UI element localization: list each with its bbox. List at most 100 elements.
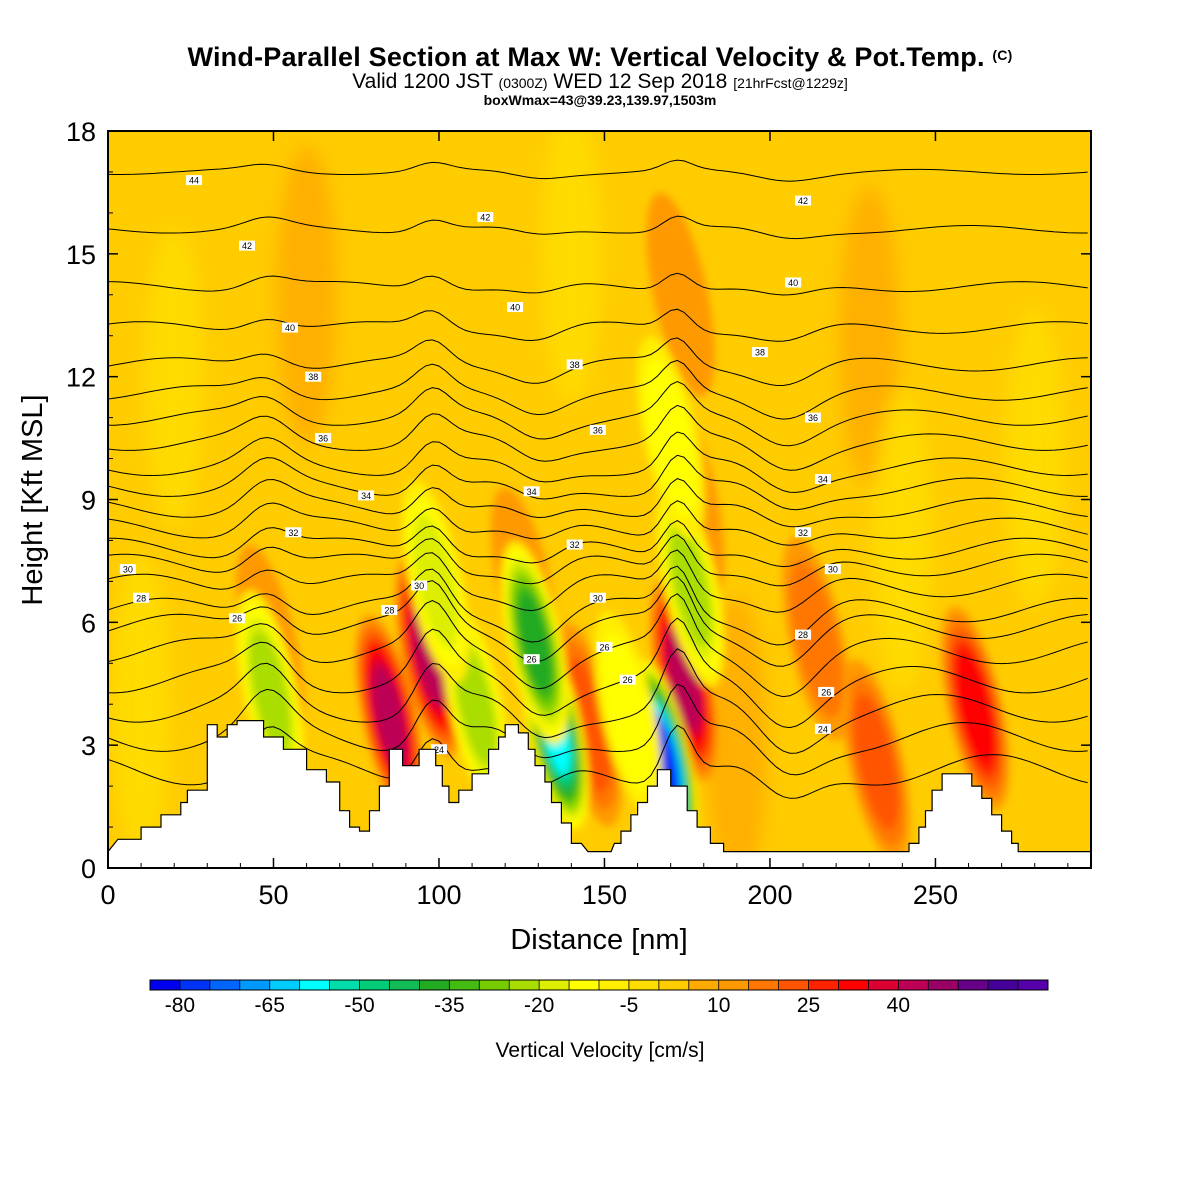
isentrope-line: [108, 500, 1088, 546]
updraft-core: [853, 693, 899, 830]
isentrope-line: [108, 215, 1088, 240]
colorbar-tick-label: -20: [524, 994, 554, 1017]
colorbar-label: Vertical Velocity [cm/s]: [496, 1039, 705, 1062]
isentrope-line: [108, 431, 1088, 493]
isentrope-label: 26: [818, 686, 835, 697]
isentrope-label-bg: [619, 674, 636, 685]
updraft-core: [646, 192, 715, 397]
isentrope-label-text: 40: [510, 303, 520, 313]
y-tick-label: 12: [66, 363, 96, 393]
isentrope-label-text: 34: [527, 487, 537, 497]
isentrope-label-bg: [229, 613, 246, 624]
colorbar-swatch: [329, 980, 360, 990]
isentrope-line: [108, 337, 1088, 386]
colorbar-tick-label: -50: [344, 994, 374, 1017]
isentrope-line: [108, 272, 1088, 296]
colorbar-swatch: [748, 980, 779, 990]
terrain-profile: [107, 720, 1092, 869]
chart-valid-time: Valid 1200 JST (0300Z) WED 12 Sep 2018 […: [0, 70, 1200, 94]
isentrope-label: 30: [589, 592, 606, 603]
isentrope-label: 26: [596, 641, 613, 652]
y-tick-label: 6: [81, 608, 96, 638]
colorbar-swatch: [868, 980, 899, 990]
colorbar-swatch: [299, 980, 330, 990]
isentrope-label-bg: [566, 539, 583, 550]
isentrope-label-text: 32: [798, 528, 808, 538]
colorbar-swatch: [509, 980, 540, 990]
isentrope-label: 26: [523, 654, 540, 665]
x-tick-label: 200: [747, 880, 792, 910]
isentrope-line: [108, 159, 1088, 182]
isentrope-line: [108, 724, 1088, 799]
downdraft-core: [601, 633, 655, 792]
isentrope-label: 38: [566, 359, 583, 370]
isentrope-label-text: 30: [828, 565, 838, 575]
isentrope-label-bg: [133, 592, 150, 603]
isentrope-label-text: 38: [308, 372, 318, 382]
isentrope-label-bg: [566, 359, 583, 370]
y-tick-label: 18: [66, 117, 96, 147]
colorbar-swatch: [449, 980, 480, 990]
colorbar-swatch: [958, 980, 989, 990]
isentrope-label: 38: [305, 371, 322, 382]
isentrope-label-text: 38: [755, 348, 765, 358]
isentrope-line: [108, 683, 1088, 776]
isentrope-label: 40: [507, 302, 524, 313]
isentrope-label-text: 42: [798, 196, 808, 206]
isentrope-line: [108, 359, 1088, 420]
isentrope-label-text: 24: [818, 724, 828, 734]
isentrope-label-text: 40: [788, 278, 798, 288]
colorbar-tick-label: 25: [797, 994, 820, 1017]
field-streak: [144, 226, 205, 527]
isentrope-label: 32: [795, 527, 812, 538]
isentrope-label-text: 42: [242, 241, 252, 251]
isentrope-label-text: 42: [480, 212, 490, 222]
updraft-core: [372, 666, 407, 767]
isentrope-label: 42: [477, 211, 494, 222]
field-streak: [872, 390, 933, 691]
isentrope-label-bg: [477, 211, 494, 222]
isentrope-label-bg: [186, 175, 203, 186]
isentrope-label: 28: [795, 629, 812, 640]
isentrope-label-bg: [430, 744, 447, 755]
colorbar-tick-label: -35: [434, 994, 464, 1017]
isentrope-label: 36: [804, 412, 821, 423]
isentrope-label-text: 36: [318, 434, 328, 444]
isentrope-label: 36: [315, 433, 332, 444]
isentrope-label: 30: [824, 564, 841, 575]
y-tick-label: 0: [81, 854, 96, 884]
y-tick-label: 3: [81, 731, 96, 761]
x-tick-label: 250: [913, 880, 958, 910]
isentrope-label: 28: [133, 592, 150, 603]
isentrope-label-bg: [795, 195, 812, 206]
colorbar-swatch: [928, 980, 959, 990]
isentrope-label: 26: [619, 674, 636, 685]
isentrope-line: [108, 534, 1088, 587]
isentrope-label-text: 38: [570, 360, 580, 370]
x-tick-label: 50: [258, 880, 288, 910]
isentrope-label-text: 32: [288, 528, 298, 538]
isentrope-line: [108, 478, 1088, 528]
isentrope-label-text: 30: [593, 593, 603, 603]
colorbar-swatch: [718, 980, 749, 990]
isentrope-line: [108, 648, 1088, 754]
isentrope-line: [108, 520, 1088, 568]
colorbar-swatch: [419, 980, 450, 990]
colorbar-tick-label: -5: [620, 994, 639, 1017]
colorbar-swatch: [239, 980, 271, 990]
updraft-core: [412, 604, 447, 706]
isentrope-label: 32: [285, 527, 302, 538]
isentrope-line: [108, 576, 1088, 667]
colorbar-swatch: [808, 980, 839, 990]
colorbar-swatch: [389, 980, 420, 990]
colorbar-swatch: [539, 980, 570, 990]
colorbar-tick-label: -80: [165, 994, 195, 1017]
isentrope-line: [108, 404, 1088, 471]
colorbar-swatch: [179, 980, 211, 990]
isentrope-label-bg: [795, 527, 812, 538]
downdraft-core: [644, 359, 698, 518]
colorbar-swatch: [628, 980, 660, 990]
downdraft-core: [249, 631, 291, 753]
isentrope-label-text: 34: [361, 491, 371, 501]
